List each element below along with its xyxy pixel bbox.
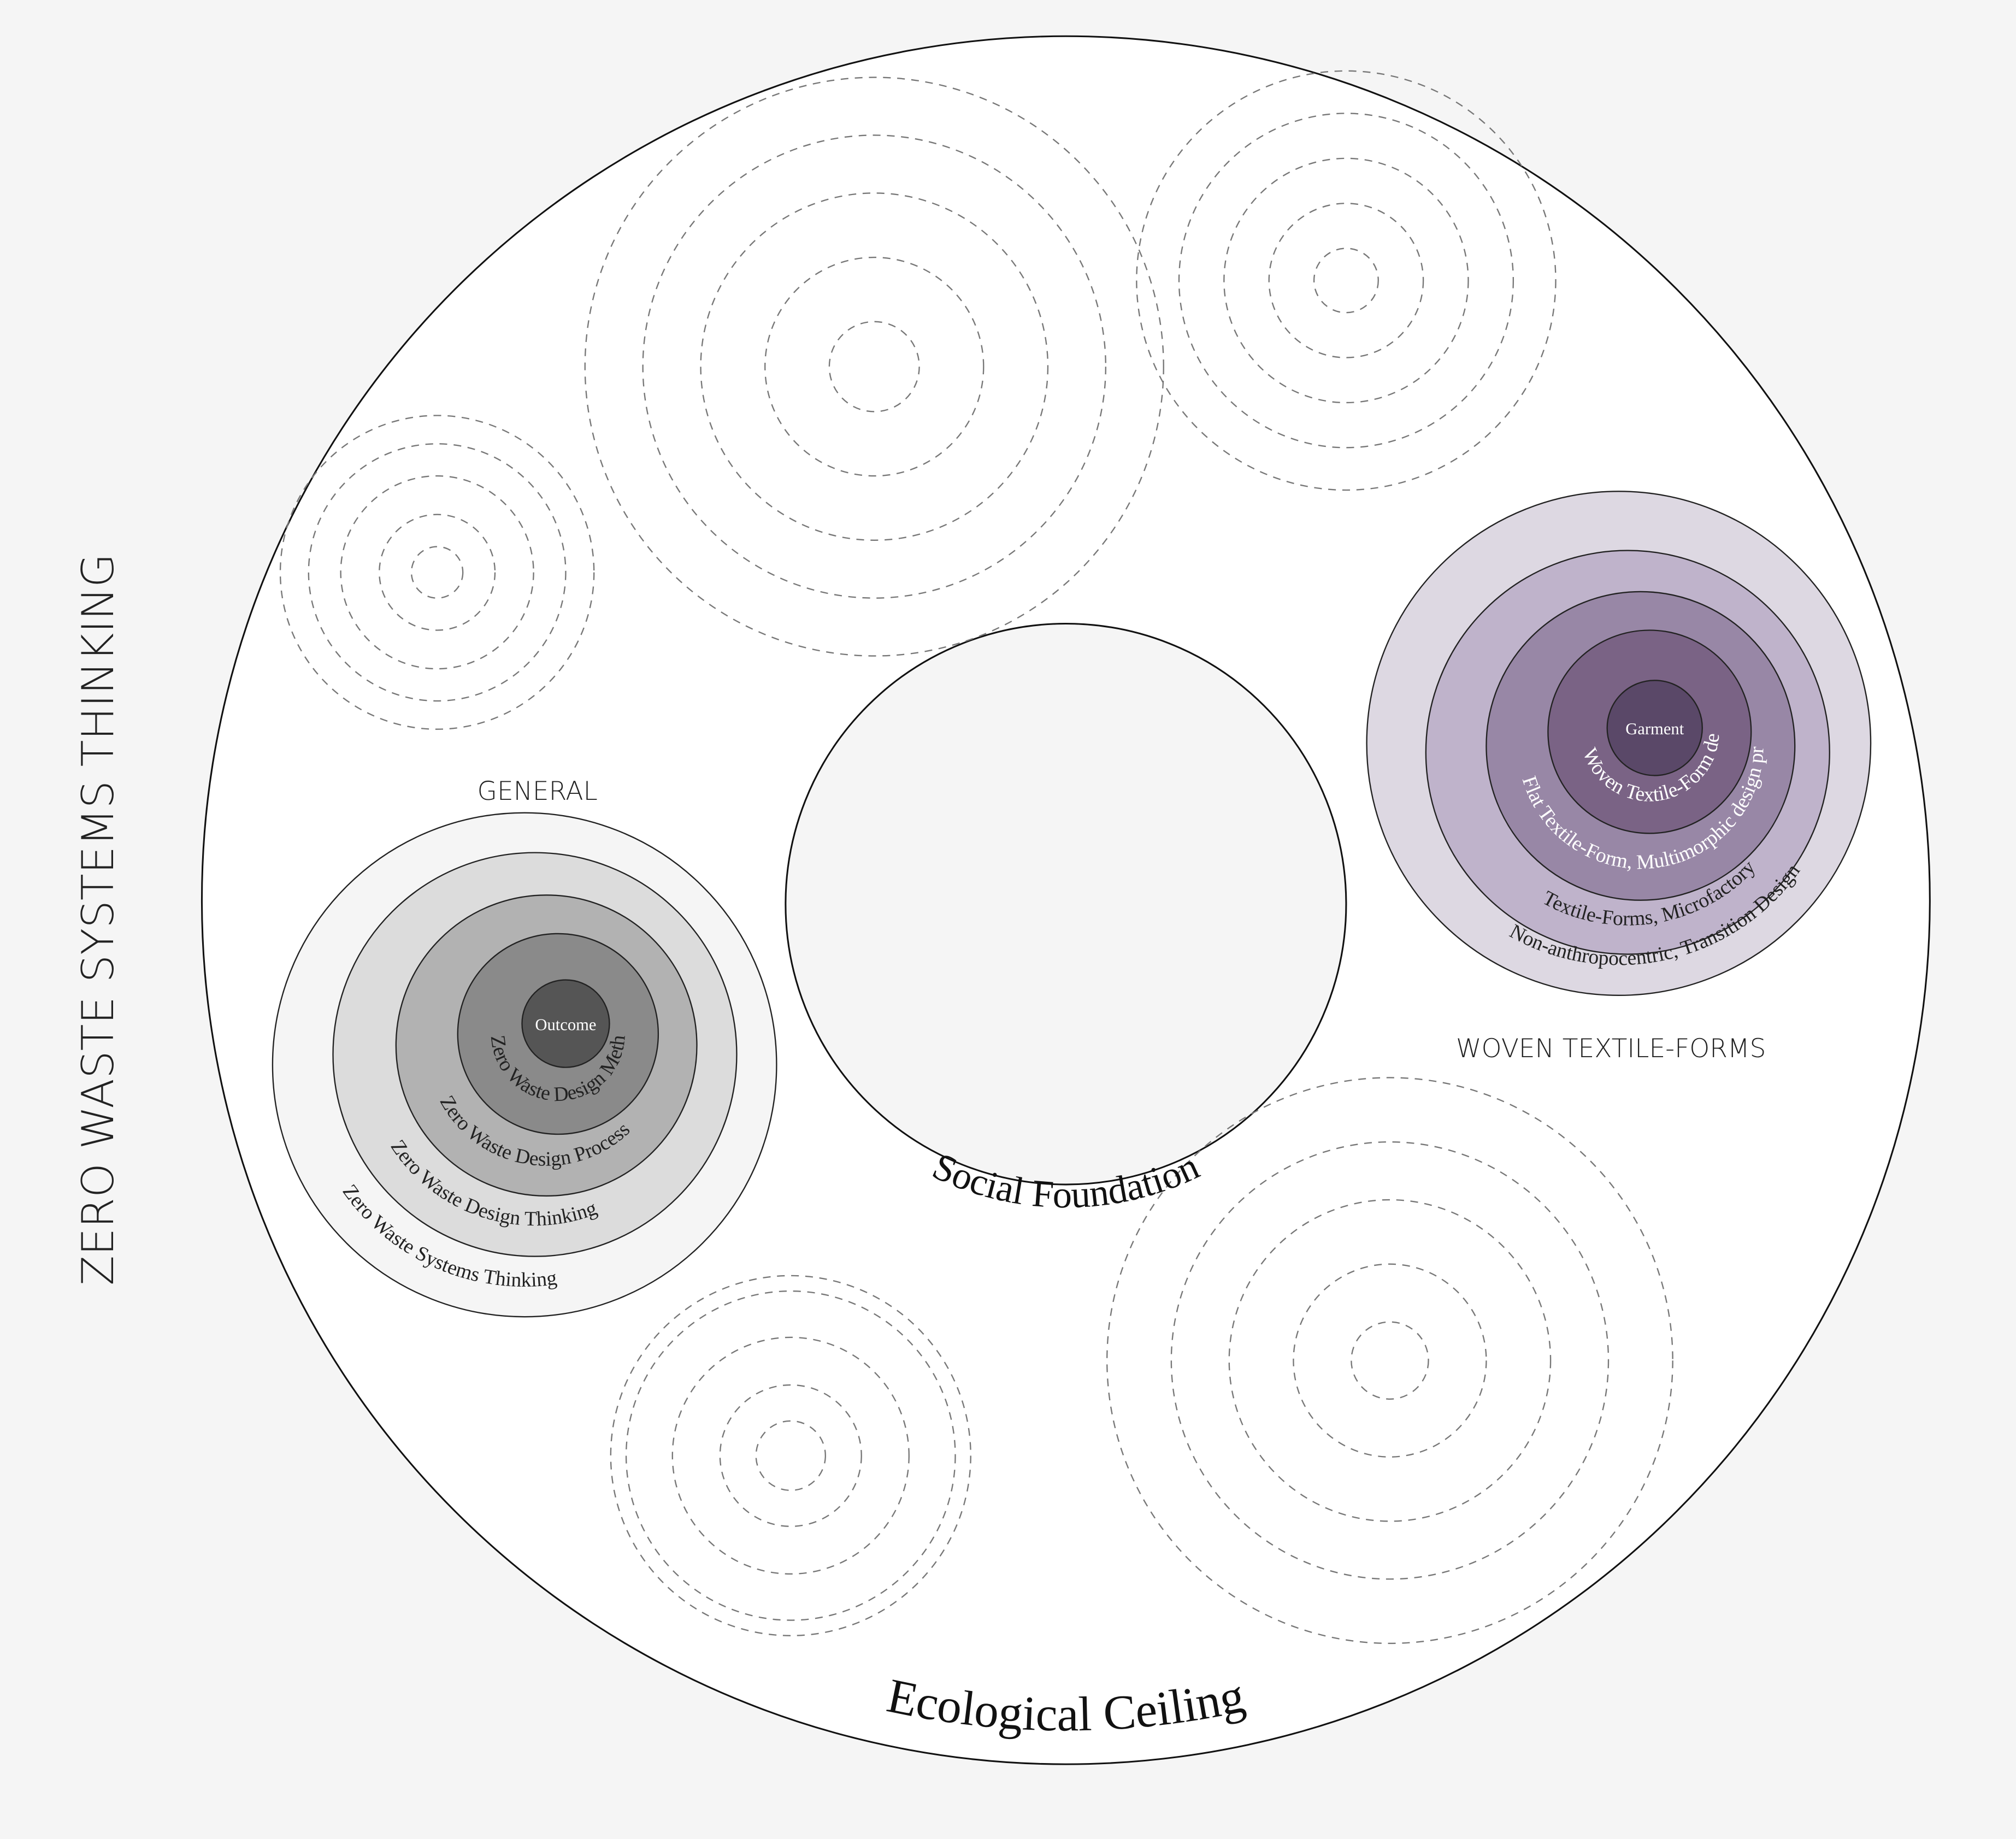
center-label: Garment (1625, 720, 1684, 738)
dashed-circle (828, 321, 920, 412)
dashed-circle (1228, 1199, 1552, 1522)
dashed-circle (1136, 70, 1557, 491)
dashed-circle (584, 76, 1164, 657)
dashed-circle (671, 1336, 910, 1575)
dashed-circle (755, 1420, 827, 1492)
layer-circle (1606, 680, 1703, 776)
doughnut-ring (201, 35, 1931, 1765)
dashed-circle (410, 546, 464, 599)
dashed-circle (1170, 1141, 1610, 1580)
dashed-circle (1106, 1077, 1673, 1645)
group-title: WOVEN TEXTILE-FORMS (1456, 1034, 1766, 1064)
dashed-circle (279, 415, 595, 730)
dashed-circle (610, 1275, 971, 1636)
side-title: ZERO WASTE SYSTEMS THINKING (73, 553, 123, 1286)
dashed-circle (340, 475, 534, 670)
center-label: Outcome (535, 1015, 596, 1034)
dashed-circle (700, 192, 1049, 541)
dashed-circle (1268, 203, 1424, 358)
dashed-circle (764, 256, 985, 477)
dashed-circle (642, 134, 1107, 599)
dashed-circle (1178, 113, 1514, 449)
dashed-circles (279, 70, 1673, 1645)
layer-circle (521, 979, 610, 1068)
dashed-circle (719, 1384, 862, 1527)
dashed-circle (308, 443, 567, 702)
group-title: GENERAL (478, 776, 598, 806)
dashed-circle (1313, 247, 1379, 314)
dashed-circle (1293, 1263, 1487, 1458)
dashed-circle (1351, 1321, 1429, 1400)
dashed-circle (1223, 157, 1469, 404)
dashed-circle (379, 514, 496, 631)
dashed-circle (625, 1290, 956, 1621)
